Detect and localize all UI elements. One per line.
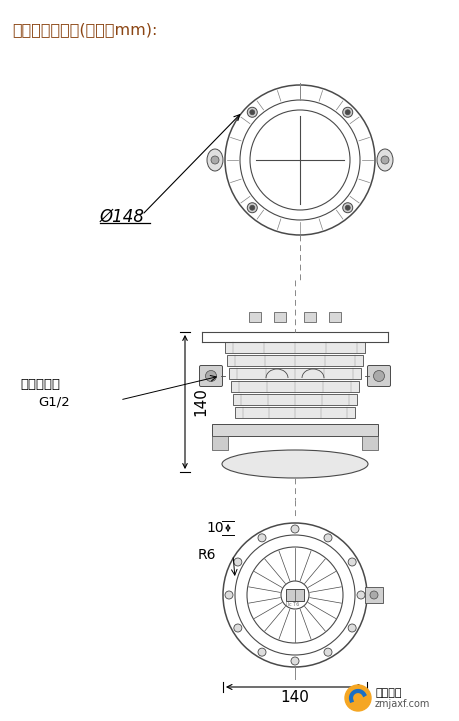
Text: 10: 10 [206, 521, 224, 535]
Text: Ø148: Ø148 [100, 208, 145, 226]
Bar [249, 312, 261, 322]
Ellipse shape [377, 149, 393, 171]
Bar [225, 342, 365, 353]
Circle shape [370, 591, 378, 599]
Circle shape [348, 558, 356, 566]
Bar [231, 381, 359, 392]
Circle shape [348, 624, 356, 632]
Circle shape [324, 648, 332, 656]
Text: zmjaxf.com: zmjaxf.com [375, 699, 431, 709]
Text: R6: R6 [198, 548, 217, 562]
Circle shape [343, 107, 353, 118]
Bar [286, 589, 304, 601]
Circle shape [291, 657, 299, 665]
Circle shape [250, 205, 255, 211]
Text: 140: 140 [280, 691, 309, 706]
Bar [212, 424, 378, 436]
Circle shape [374, 371, 385, 381]
Text: IIc T6: IIc T6 [286, 603, 300, 608]
Circle shape [247, 107, 257, 118]
Bar [274, 312, 286, 322]
Text: 140: 140 [193, 388, 208, 417]
Bar [304, 312, 316, 322]
Circle shape [250, 110, 255, 115]
Circle shape [211, 156, 219, 164]
Bar [365, 587, 383, 603]
Text: G1/2: G1/2 [38, 396, 70, 409]
Circle shape [258, 648, 266, 656]
Bar [362, 436, 378, 450]
Circle shape [258, 534, 266, 542]
Circle shape [381, 156, 389, 164]
Text: 智淼消防: 智淼消防 [375, 688, 402, 698]
FancyBboxPatch shape [200, 366, 223, 386]
Circle shape [225, 591, 233, 599]
Circle shape [206, 371, 217, 381]
Circle shape [324, 534, 332, 542]
Ellipse shape [207, 149, 223, 171]
Bar [227, 355, 363, 366]
Circle shape [343, 203, 353, 213]
Bar [212, 436, 228, 450]
Circle shape [234, 558, 242, 566]
Bar [233, 394, 357, 405]
Text: 灯具外形和尺寸(单位：mm):: 灯具外形和尺寸(单位：mm): [12, 22, 157, 37]
Circle shape [247, 203, 257, 213]
Circle shape [291, 525, 299, 533]
Circle shape [345, 110, 350, 115]
Bar [235, 407, 355, 418]
FancyBboxPatch shape [368, 366, 391, 386]
Circle shape [234, 624, 242, 632]
Ellipse shape [222, 450, 368, 478]
Circle shape [345, 685, 371, 711]
Text: 引入口规格: 引入口规格 [20, 379, 60, 392]
Bar [229, 368, 361, 379]
Circle shape [345, 205, 350, 211]
Bar [329, 312, 341, 322]
Circle shape [357, 591, 365, 599]
